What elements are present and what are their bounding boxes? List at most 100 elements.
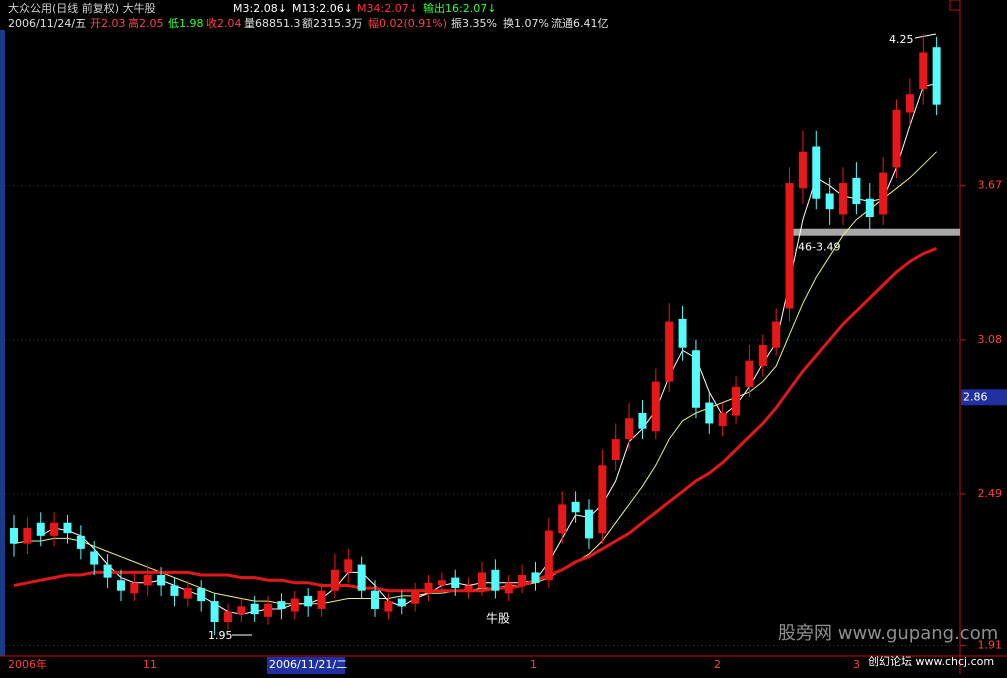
candle-body — [357, 564, 366, 591]
candle-body — [10, 527, 18, 544]
cursor-price: 2.86 — [963, 390, 988, 403]
candle-body — [772, 321, 781, 348]
quote-field: 振3.35% — [451, 16, 497, 30]
candle-body — [598, 465, 607, 534]
watermark: 股旁网 www.gupang.com — [778, 623, 998, 644]
annotation-arrow — [914, 33, 937, 39]
quote-field: 高2.05 — [128, 16, 164, 30]
candle-body — [785, 183, 794, 309]
candle-body — [865, 198, 874, 218]
quote-field: 流通6.41亿 — [551, 16, 609, 30]
candle-body — [210, 601, 219, 623]
quote-field: 2006/11/24/五 — [8, 17, 86, 30]
candle-body — [892, 109, 901, 168]
candle-body — [812, 146, 821, 199]
candle-body — [798, 151, 807, 189]
x-tick-label: 2006/11/21/二 — [269, 658, 347, 671]
candle-body — [638, 413, 647, 429]
candle-body — [852, 177, 861, 204]
indicator: M34:2.07↓ — [357, 2, 418, 15]
candle-body — [183, 588, 192, 599]
candle-body — [157, 575, 166, 586]
support-label: 2.46-3.49 — [788, 241, 841, 254]
candle-body — [23, 527, 32, 544]
candle-body — [839, 183, 848, 215]
candle-body — [130, 582, 139, 594]
x-tick-label: 11 — [143, 658, 157, 671]
chart-title: 大众公用(日线 前复权) 大牛股 — [8, 1, 156, 15]
candle-body — [558, 504, 567, 534]
candle-body — [478, 572, 486, 589]
candle-body — [705, 402, 714, 424]
annotation: 4.25 — [889, 33, 914, 46]
candle-body — [571, 501, 580, 513]
candle-body — [411, 590, 420, 604]
quote-field: 低1.98 — [168, 17, 204, 30]
candle-body — [424, 582, 433, 594]
y-tick-label: 3.67 — [978, 179, 1003, 192]
candle-body — [371, 590, 380, 609]
candle-body — [718, 413, 727, 427]
candle-body — [732, 386, 741, 416]
quote-field: 量68851.3 — [244, 17, 301, 30]
candle-body — [611, 439, 620, 461]
candle-body — [290, 598, 299, 612]
annotation: 1.95 — [208, 629, 233, 642]
candle-body — [197, 588, 206, 602]
candle-body — [531, 572, 540, 583]
candle-body — [905, 94, 914, 113]
candle-body — [678, 318, 687, 348]
candle-body — [237, 606, 246, 615]
annotation: 牛股 — [486, 611, 510, 626]
ma-line — [13, 247, 938, 593]
candle-body — [330, 569, 339, 591]
support-line — [785, 228, 960, 236]
candle-body — [651, 381, 660, 432]
candle-body — [665, 321, 674, 382]
candle-body — [63, 522, 72, 534]
x-tick-label: 2006年 — [8, 657, 47, 671]
candle-body — [745, 360, 754, 387]
indicator: M13:2.06↓ — [292, 2, 353, 15]
candle-body — [384, 601, 393, 612]
candle-body — [464, 585, 473, 591]
quote-field: 换1.07% — [503, 16, 549, 30]
candle-body — [277, 601, 286, 609]
candle-body — [825, 193, 834, 210]
candle-body — [143, 575, 152, 586]
candle-body — [50, 522, 59, 536]
candle-body — [76, 535, 85, 549]
candle-body — [304, 595, 313, 607]
candle-body — [451, 577, 460, 589]
quote-field: 额2315.3万 — [302, 17, 363, 30]
x-tick-label: 2 — [714, 658, 721, 671]
quote-field: 开2.03 — [90, 17, 126, 30]
candle-body — [344, 559, 353, 573]
candle-body — [223, 611, 232, 623]
candle-body — [36, 522, 45, 536]
quote-field: 收2.04 — [206, 16, 242, 30]
candle-body — [879, 172, 888, 215]
candle-body — [397, 598, 406, 607]
candle-body — [103, 564, 112, 578]
corner-box — [949, 0, 961, 11]
candle-body — [932, 47, 941, 105]
candle-body — [504, 582, 513, 594]
y-tick-label: 3.08 — [978, 333, 1003, 346]
x-tick-label: 3 — [853, 658, 860, 671]
candle-body — [90, 551, 99, 565]
candle-body — [518, 575, 527, 586]
candle-body — [491, 569, 500, 591]
cursor-price-box — [961, 389, 1007, 406]
candle-body — [250, 603, 259, 615]
left-toolbar — [0, 30, 5, 656]
candle-body — [691, 350, 700, 408]
candle-body — [625, 418, 634, 440]
candle-body — [544, 530, 553, 581]
candle-body — [116, 580, 125, 591]
indicator: 输出16:2.07↓ — [423, 1, 496, 15]
x-tick-label: 1 — [530, 658, 537, 671]
candle-body — [584, 509, 593, 539]
